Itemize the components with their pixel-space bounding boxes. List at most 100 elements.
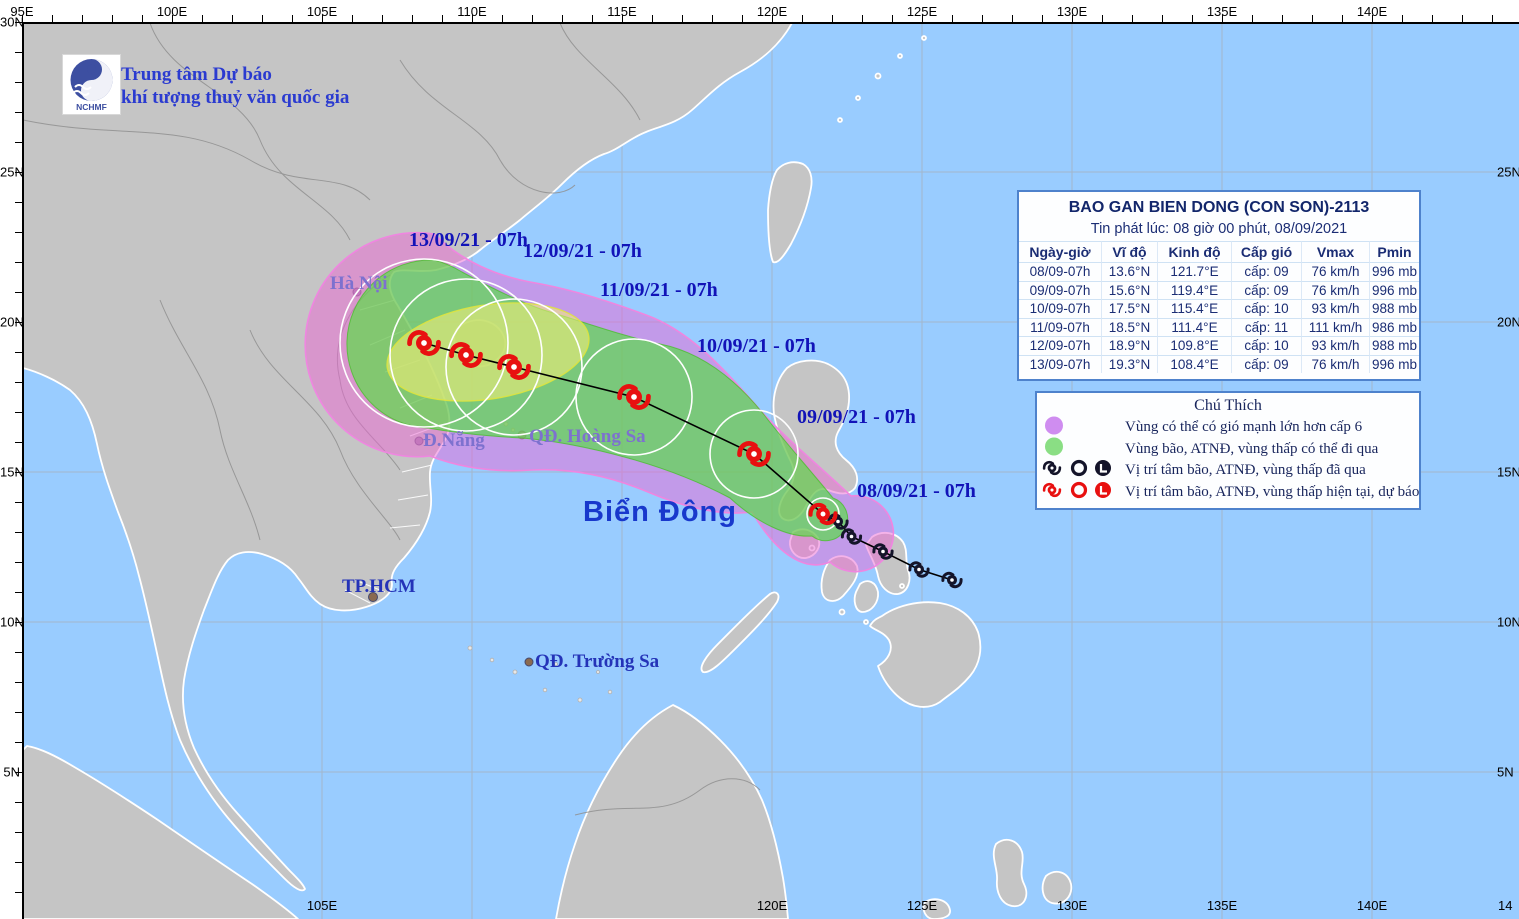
cebu-bohol — [853, 580, 879, 613]
legend-item-label: Vị trí tâm bão, ATNĐ, vùng thấp đã qua — [1125, 462, 1366, 479]
col-header-vmax: Vmax — [1301, 241, 1369, 262]
cell-time: 10/09-07h — [1019, 299, 1101, 318]
cell-lat: 18.5°N — [1101, 317, 1157, 336]
uncertainty-circle — [389, 278, 543, 432]
lon-label-bottom-partial: 14 — [1498, 898, 1513, 913]
place-label-hoangsa: QĐ. Hoàng Sa — [529, 426, 646, 447]
cell-vmax: 76 km/h — [1301, 354, 1369, 373]
palawan-island — [700, 591, 780, 674]
cell-windlevel: cấp: 11 — [1231, 317, 1301, 336]
cell-lat: 19.3°N — [1101, 354, 1157, 373]
sumatra-island — [23, 745, 299, 919]
lon-label-top: 135E — [1206, 4, 1238, 19]
forecast-markers-icon — [1042, 481, 1111, 498]
map-frame-left — [22, 22, 24, 919]
col-header-lon: Kinh độ — [1157, 241, 1231, 262]
purple-area-icon — [1045, 416, 1063, 435]
legend-item-past-position: Vị trí tâm bão, ATNĐ, vùng thấp đã qua — [1037, 460, 1419, 482]
legend-item-label: Vùng bão, ATNĐ, vùng thấp có thể đi qua — [1125, 440, 1379, 457]
ryukyu-islet — [874, 72, 882, 80]
col-header-windlevel: Cấp gió — [1231, 241, 1301, 262]
cell-pmin: 996 mb — [1369, 262, 1419, 281]
lat-label-right: 5N — [1497, 764, 1514, 780]
lat-label-left: 5N — [3, 764, 20, 780]
agency-name-line1: Trung tâm Dự báo — [121, 64, 272, 85]
forecast-date-label: 09/09/21 - 07h — [797, 406, 916, 428]
ph-islet — [838, 608, 846, 616]
tphcm-dot — [368, 592, 378, 602]
lat-label-right: 15N — [1497, 464, 1519, 480]
cell-vmax: 76 km/h — [1301, 262, 1369, 281]
latitude-ticks — [15, 22, 22, 919]
legend-item-wind-area: Vùng có thể có gió mạnh lớn hơn cấp 6 — [1037, 416, 1419, 439]
sea-name-label: Biển Đông — [583, 496, 737, 528]
cell-lat: 15.6°N — [1101, 280, 1157, 299]
lon-label-top: 100E — [156, 4, 188, 19]
forecast-date-label: 13/09/21 - 07h — [409, 229, 528, 251]
legend-title: Chú Thích — [1194, 397, 1262, 414]
lat-label-left: 10N — [0, 614, 24, 630]
past-position-marker — [908, 561, 930, 578]
land-masses — [23, 23, 1073, 919]
cell-windlevel: cấp: 09 — [1231, 280, 1301, 299]
col-header-lat: Vĩ độ — [1101, 241, 1157, 262]
storm-info-box: BAO GAN BIEN DONG (CON SON)-2113 Tin phá… — [1017, 190, 1421, 381]
lat-label-right: 25N — [1497, 164, 1519, 180]
cell-windlevel: cấp: 09 — [1231, 354, 1301, 373]
lon-label-bottom: 140E — [1356, 898, 1388, 913]
nchmf-logo-text: NCHMF — [76, 102, 107, 112]
lon-label-bottom: 105E — [306, 898, 338, 913]
lat-label-left: 25N — [0, 164, 24, 180]
cell-vmax: 93 km/h — [1301, 299, 1369, 318]
sulawesi-north — [992, 838, 1028, 908]
lon-label-bottom: 120E — [756, 898, 788, 913]
cell-pmin: 986 mb — [1369, 317, 1419, 336]
cell-windlevel: cấp: 09 — [1231, 262, 1301, 281]
cell-lon: 119.4°E — [1157, 280, 1231, 299]
ph-islet — [899, 583, 905, 589]
ph-islet — [863, 619, 869, 625]
forecast-table: Ngày-giờ Vĩ độ Kinh độ Cấp gió Vmax Pmin… — [1019, 241, 1419, 373]
mindanao-island — [869, 601, 982, 708]
legend-item-label: Vị trí tâm bão, ATNĐ, vùng thấp hiện tại… — [1125, 483, 1420, 500]
cell-vmax: 111 km/h — [1301, 317, 1369, 336]
cell-lon: 109.8°E — [1157, 336, 1231, 355]
past-markers-icon — [1042, 460, 1111, 477]
lon-label-top: 125E — [906, 4, 938, 19]
cell-lat: 13.6°N — [1101, 262, 1157, 281]
bulletin-issue-time: Tin phát lúc: 08 giờ 00 phút, 08/09/2021 — [1090, 221, 1348, 237]
lon-label-top: 120E — [756, 4, 788, 19]
cell-lat: 17.5°N — [1101, 299, 1157, 318]
cell-time: 11/09-07h — [1019, 317, 1101, 337]
lat-label-left: 20N — [0, 314, 24, 330]
lon-label-top: 130E — [1056, 4, 1088, 19]
cell-time: 12/09-07h — [1019, 336, 1101, 355]
storm-title: BAO GAN BIEN DONG (CON SON)-2113 — [1068, 199, 1370, 216]
lon-label-bottom: 125E — [906, 898, 938, 913]
cell-pmin: 996 mb — [1369, 280, 1419, 299]
cell-time: 08/09-07h — [1019, 262, 1101, 281]
cell-vmax: 93 km/h — [1301, 336, 1369, 355]
map-frame-top — [22, 22, 1519, 24]
legend-item-current-forecast-position: Vị trí tâm bão, ATNĐ, vùng thấp hiện tại… — [1037, 481, 1420, 504]
place-label-tphcm: TP.HCM — [342, 576, 416, 597]
map-legend: Chú Thích Vùng có thể có gió mạnh lớn hơ… — [1035, 391, 1421, 510]
lon-label-top: 105E — [306, 4, 338, 19]
cell-time: 09/09-07h — [1019, 280, 1101, 300]
lat-label-left: 15N — [0, 464, 24, 480]
uncertainty-circle — [806, 497, 840, 531]
uncertainty-circle — [709, 409, 799, 499]
nchmf-logo: NCHMF — [62, 54, 121, 115]
taiwan-island — [767, 161, 813, 264]
col-header-pmin: Pmin — [1369, 241, 1419, 262]
lon-label-bottom: 135E — [1206, 898, 1238, 913]
cell-pmin: 988 mb — [1369, 336, 1419, 355]
cell-lat: 18.9°N — [1101, 336, 1157, 355]
forecast-date-label: 12/09/21 - 07h — [523, 240, 642, 262]
south-islet — [922, 898, 951, 919]
map-canvas — [23, 23, 1519, 919]
place-label-hanoi: Hà Nội — [330, 273, 388, 294]
place-label-danang: Đ.Nẵng — [423, 430, 485, 451]
lat-label-right: 20N — [1497, 314, 1519, 330]
